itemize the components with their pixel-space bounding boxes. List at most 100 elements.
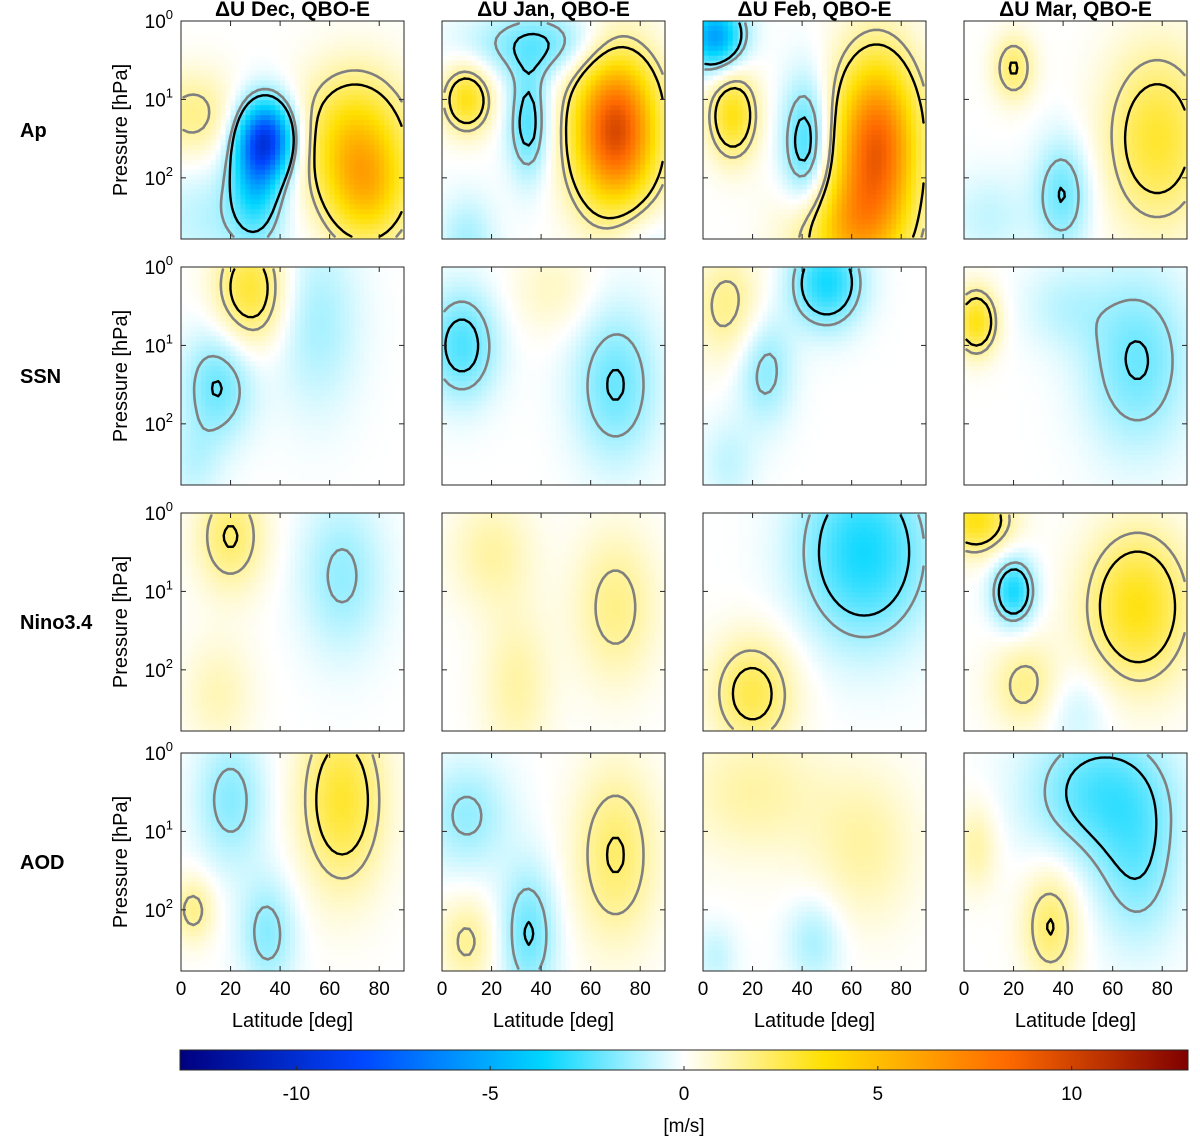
heatmap-cell (359, 76, 364, 81)
heatmap-cell (374, 61, 379, 66)
heatmap-cell (255, 80, 260, 85)
heatmap-cell (201, 51, 206, 56)
heatmap-cell (206, 51, 211, 56)
heatmap-cell (340, 100, 345, 105)
heatmap-cell (265, 110, 270, 115)
figure: 1001011021001011021001011021001011020204… (0, 0, 1200, 1140)
heatmap-cell (364, 66, 369, 71)
heatmap-cell (260, 21, 265, 26)
heatmap-cell (315, 21, 320, 26)
heatmap-cell (216, 80, 221, 85)
heatmap-cell (211, 36, 216, 41)
heatmap-cell (300, 26, 305, 31)
heatmap-cell (305, 80, 310, 85)
heatmap-cell (389, 76, 394, 81)
heatmap-cell (330, 61, 335, 66)
heatmap-cell (245, 41, 250, 46)
heatmap-cell (201, 61, 206, 66)
heatmap-cell (226, 100, 231, 105)
heatmap-cell (315, 66, 320, 71)
heatmap-cell (181, 41, 186, 46)
heatmap-cell (191, 71, 196, 76)
heatmap-cell (265, 61, 270, 66)
heatmap-cell (354, 105, 359, 110)
heatmap-cell (196, 31, 201, 36)
heatmap-cell (280, 66, 285, 71)
heatmap-cell (300, 71, 305, 76)
heatmap-cell (369, 26, 374, 31)
heatmap-cell (206, 26, 211, 31)
heatmap-cell (221, 100, 226, 105)
heatmap-cell (379, 71, 384, 76)
heatmap-cell (290, 76, 295, 81)
heatmap-cell (201, 41, 206, 46)
heatmap-cell (280, 61, 285, 66)
heatmap-cell (260, 110, 265, 115)
heatmap-cell (196, 80, 201, 85)
heatmap-cell (250, 71, 255, 76)
heatmap-cell (354, 90, 359, 95)
heatmap-cell (270, 21, 275, 26)
heatmap-cell (270, 110, 275, 115)
heatmap-cell (245, 61, 250, 66)
heatmap-cell (295, 100, 300, 105)
heatmap-cell (325, 36, 330, 41)
heatmap-cell (255, 56, 260, 61)
heatmap-cell (300, 21, 305, 26)
heatmap-cell (270, 100, 275, 105)
heatmap-cell (369, 46, 374, 51)
heatmap-cell (226, 110, 231, 115)
heatmap-cell (260, 66, 265, 71)
heatmap-cell (310, 71, 315, 76)
heatmap-cell (270, 80, 275, 85)
heatmap-cell (226, 56, 231, 61)
heatmap-cell (310, 66, 315, 71)
heatmap-cell (255, 36, 260, 41)
heatmap-cell (310, 46, 315, 51)
heatmap-cell (231, 26, 236, 31)
heatmap-cell (364, 61, 369, 66)
heatmap-cell (260, 46, 265, 51)
heatmap-cell (240, 76, 245, 81)
heatmap-cell (201, 90, 206, 95)
heatmap-cell (369, 100, 374, 105)
heatmap-cell (226, 46, 231, 51)
heatmap-cell (354, 41, 359, 46)
heatmap-cell (394, 66, 399, 71)
heatmap-cell (359, 51, 364, 56)
heatmap-cell (340, 51, 345, 56)
heatmap-cell (295, 51, 300, 56)
heatmap-cell (265, 36, 270, 41)
heatmap-cell (335, 66, 340, 71)
heatmap-cell (295, 71, 300, 76)
heatmap-cell (394, 31, 399, 36)
heatmap-cell (300, 76, 305, 81)
heatmap-cell (231, 85, 236, 90)
heatmap-cell (354, 21, 359, 26)
heatmap-cell (369, 56, 374, 61)
heatmap-cell (310, 31, 315, 36)
heatmap-cell (201, 85, 206, 90)
heatmap-cell (305, 95, 310, 100)
heatmap-cell (340, 36, 345, 41)
heatmap-cell (389, 61, 394, 66)
heatmap-cell (216, 85, 221, 90)
heatmap-cell (320, 51, 325, 56)
heatmap-cell (211, 80, 216, 85)
heatmap-cell (285, 90, 290, 95)
heatmap-cell (335, 51, 340, 56)
heatmap-cell (201, 46, 206, 51)
heatmap-cell (295, 56, 300, 61)
panel-0-0 (181, 21, 404, 239)
heatmap-cell (320, 36, 325, 41)
heatmap-cell (354, 46, 359, 51)
heatmap-cell (364, 46, 369, 51)
heatmap-cell (394, 100, 399, 105)
heatmap-cell (320, 71, 325, 76)
heatmap-cell (211, 110, 216, 115)
heatmap-cell (250, 41, 255, 46)
heatmap-cell (211, 66, 216, 71)
heatmap-cell (255, 21, 260, 26)
heatmap-cell (181, 110, 186, 115)
heatmap-cell (290, 80, 295, 85)
